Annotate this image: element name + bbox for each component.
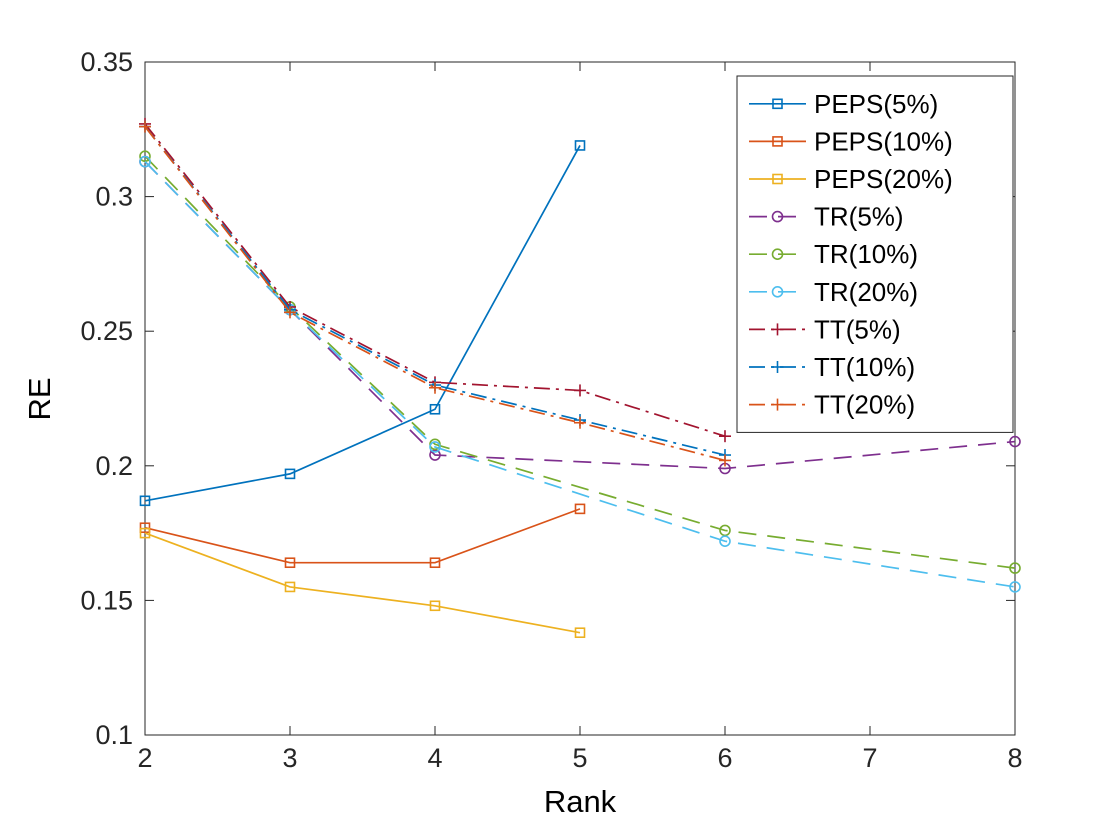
legend-label: PEPS(5%): [814, 89, 938, 119]
x-tick-label: 5: [572, 743, 587, 773]
legend-item: PEPS(10%): [749, 126, 953, 156]
x-axis-label: Rank: [544, 784, 617, 819]
y-axis: 0.1 0.15 0.2 0.25 0.3 0.35: [80, 47, 1015, 750]
y-tick-label: 0.35: [80, 47, 133, 77]
legend: PEPS(5%) PEPS(10%) PEPS(20%) TR(5%) TR(10%) T…: [736, 75, 1014, 433]
legend-label: TT(10%): [814, 352, 915, 382]
y-tick-label: 0.1: [95, 720, 133, 750]
legend-label: TR(10%): [814, 239, 918, 269]
legend-item: TT(5%): [749, 314, 901, 344]
legend-item: TR(10%): [749, 239, 918, 269]
legend-label: TT(5%): [814, 314, 901, 344]
legend-item: PEPS(20%): [749, 164, 953, 194]
x-axis: 2 3 4 5 6 7 8: [137, 62, 1023, 773]
legend-item: PEPS(5%): [749, 89, 938, 119]
legend-item: TT(10%): [749, 352, 915, 382]
x-tick-label: 7: [862, 743, 877, 773]
x-tick-label: 8: [1007, 743, 1022, 773]
y-axis-label: RE: [22, 377, 57, 420]
series-peps-5: [139, 140, 586, 507]
x-tick-label: 2: [137, 743, 152, 773]
x-tick-label: 4: [427, 743, 442, 773]
legend-item: TT(20%): [749, 390, 915, 420]
legend-label: TR(5%): [814, 202, 904, 232]
y-tick-label: 0.3: [95, 182, 133, 212]
legend-label: PEPS(20%): [814, 164, 953, 194]
x-tick-label: 6: [717, 743, 732, 773]
legend-label: PEPS(10%): [814, 126, 953, 156]
series-peps-20: [139, 527, 586, 639]
legend-label: TR(20%): [814, 277, 918, 307]
x-tick-label: 3: [282, 743, 297, 773]
y-tick-label: 0.15: [80, 585, 133, 615]
y-tick-label: 0.2: [95, 451, 133, 481]
legend-item: TR(20%): [749, 277, 918, 307]
legend-label: TT(20%): [814, 390, 915, 420]
y-tick-label: 0.25: [80, 316, 133, 346]
series-peps-10: [139, 503, 586, 569]
legend-item: TR(5%): [749, 202, 904, 232]
series-tt-20: [139, 120, 731, 467]
